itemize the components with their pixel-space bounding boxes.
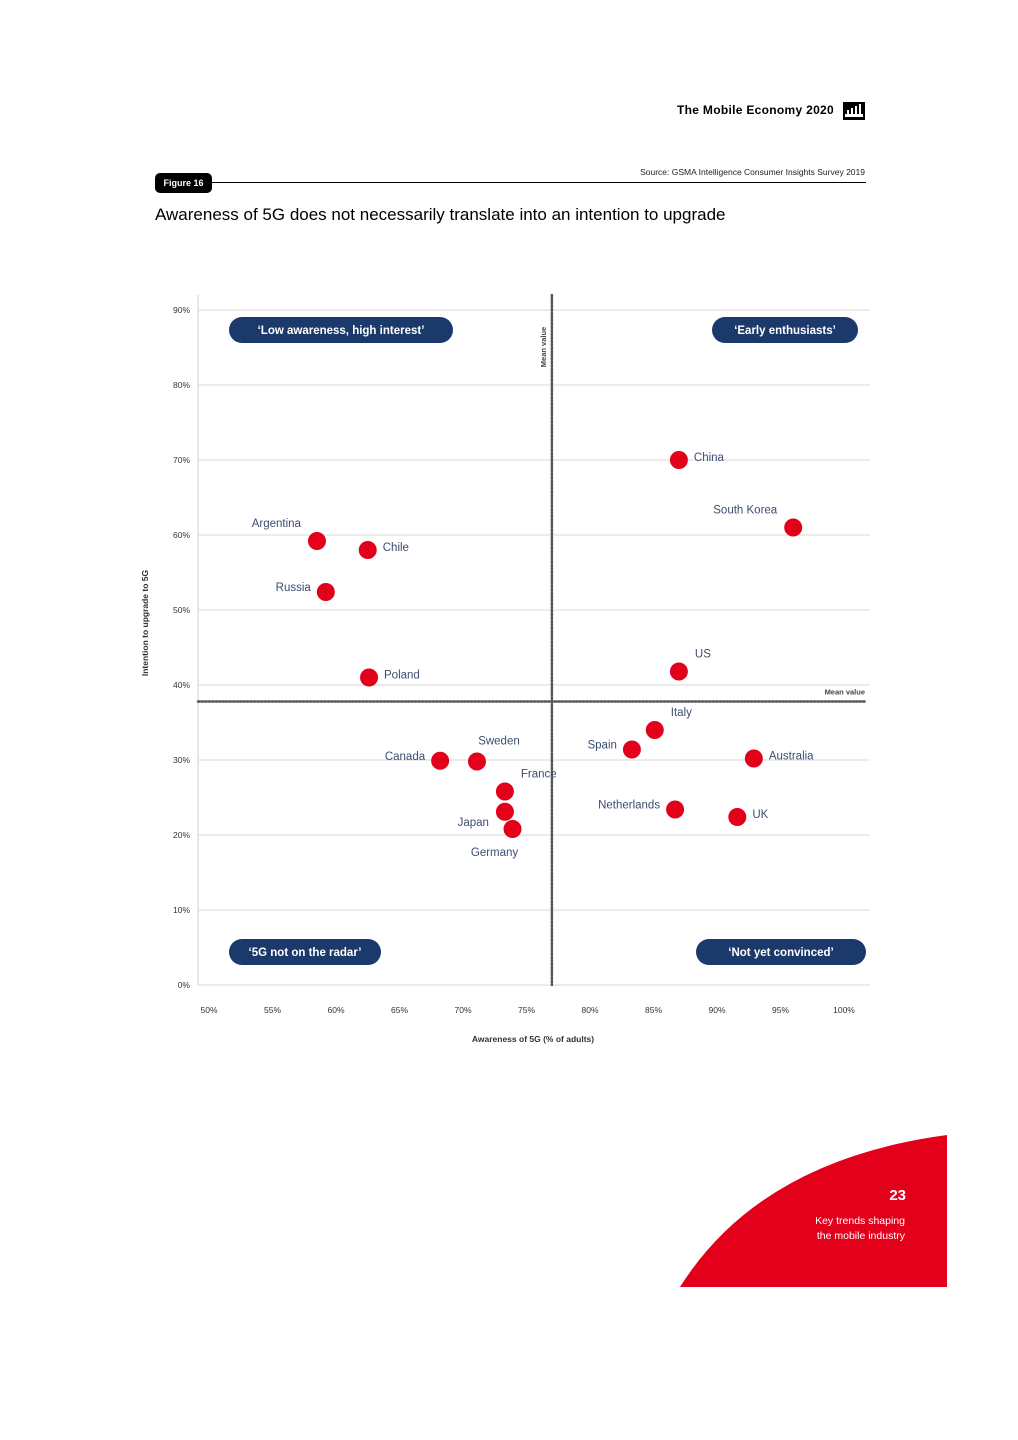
point-china	[669, 451, 688, 469]
point-chile	[358, 541, 377, 559]
quadrant-pill-bottom-left	[229, 939, 381, 965]
x-tick-label: 85%	[645, 1005, 662, 1015]
y-axis-title: Intention to upgrade to 5G	[140, 569, 150, 676]
point-label-australia: Australia	[769, 751, 814, 763]
quadrant-pill-bottom-right	[696, 939, 866, 965]
point-label-uk: UK	[752, 809, 768, 821]
point-russia	[316, 583, 335, 601]
point-us	[669, 662, 688, 681]
y-tick-label: 50%	[173, 605, 190, 615]
point-label-spain: Spain	[587, 740, 616, 752]
point-label-us: US	[695, 649, 711, 661]
point-argentina	[307, 532, 326, 550]
point-canada	[431, 751, 450, 770]
x-tick-label: 90%	[708, 1005, 725, 1015]
section-name: Key trends shaping the mobile industry	[760, 1214, 905, 1244]
point-france	[495, 782, 514, 801]
scatter-chart: 0% 10% 20% 30% 40% 50% 60% 70% 80% 90% 50% 55% 60% 65…	[140, 293, 870, 1044]
swoosh-shape	[680, 1135, 947, 1287]
chart-title: Awareness of 5G does not necessarily tra…	[155, 205, 726, 224]
x-tick-label: 65%	[391, 1005, 408, 1015]
figure-label: Figure 16	[155, 173, 212, 193]
x-tick-label: 55%	[264, 1005, 281, 1015]
point-label-canada: Canada	[385, 751, 426, 763]
y-tick-label: 90%	[173, 305, 190, 315]
x-tick-label: 75%	[518, 1005, 535, 1015]
figure-rule	[210, 182, 866, 183]
y-tick-label: 0%	[178, 980, 191, 990]
point-label-germany: Germany	[471, 847, 519, 859]
y-tick-label: 20%	[173, 830, 190, 840]
page-number: 23	[889, 1187, 906, 1204]
section-name-line-1: Key trends shaping	[815, 1215, 905, 1227]
point-italy	[645, 721, 664, 739]
quadrant-label-top-right: ‘Early enthusiasts’	[734, 325, 836, 337]
quadrant-label-bottom-right: ‘Not yet convinced’	[728, 947, 833, 959]
point-spain	[622, 740, 641, 759]
mean-label-horizontal: Mean value	[825, 688, 865, 697]
point-sweden	[467, 752, 486, 771]
point-label-argentina: Argentina	[252, 518, 302, 530]
point-australia	[744, 749, 763, 768]
point-label-sweden: Sweden	[478, 736, 520, 748]
quadrant-pill-top-left	[229, 317, 453, 343]
point-label-italy: Italy	[671, 707, 692, 719]
point-poland	[360, 668, 379, 687]
point-label-japan: Japan	[458, 817, 489, 829]
point-label-russia: Russia	[276, 582, 312, 594]
x-tick-label: 95%	[772, 1005, 789, 1015]
y-tick-label: 40%	[173, 680, 190, 690]
point-label-chile: Chile	[383, 542, 409, 554]
x-tick-label: 50%	[200, 1005, 217, 1015]
point-south-korea	[784, 518, 803, 537]
y-tick-label: 60%	[173, 530, 190, 540]
point-label-china: China	[694, 452, 725, 464]
point-japan	[495, 802, 514, 821]
y-tick-label: 70%	[173, 455, 190, 465]
section-name-line-2: the mobile industry	[816, 1230, 905, 1242]
y-tick-label: 80%	[173, 380, 190, 390]
report-title: The Mobile Economy 2020	[677, 103, 834, 117]
point-netherlands	[666, 800, 685, 819]
point-label-netherlands: Netherlands	[598, 800, 660, 812]
x-tick-label: 80%	[581, 1005, 598, 1015]
quadrant-pill-top-right	[712, 317, 858, 343]
point-uk	[728, 808, 747, 826]
x-tick-label: 70%	[454, 1005, 471, 1015]
y-tick-label: 10%	[173, 905, 190, 915]
y-tick-label: 30%	[173, 755, 190, 765]
x-tick-label: 100%	[833, 1005, 855, 1015]
quadrant-label-top-left: ‘Low awareness, high interest’	[258, 325, 425, 337]
point-label-france: France	[521, 769, 557, 781]
quadrant-label-bottom-left: ‘5G not on the radar’	[249, 947, 362, 959]
point-label-south-korea: South Korea	[713, 505, 778, 517]
figure-source: Source: GSMA Intelligence Consumer Insig…	[640, 167, 865, 177]
point-label-poland: Poland	[384, 670, 420, 682]
x-tick-label: 60%	[327, 1005, 344, 1015]
point-germany	[503, 820, 522, 838]
gsma-logo-icon	[843, 102, 865, 120]
x-axis-title: Awareness of 5G (% of adults)	[472, 1034, 594, 1044]
mean-label-vertical: Mean value	[539, 327, 548, 367]
